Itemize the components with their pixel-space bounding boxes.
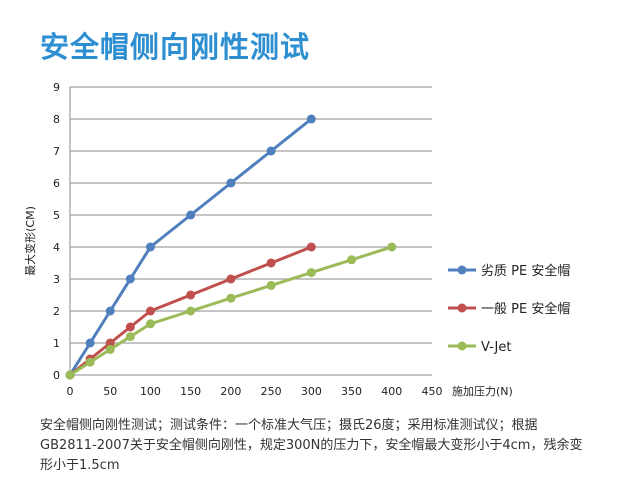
data-point: [65, 370, 75, 380]
legend-swatch-marker: [457, 341, 467, 351]
y-tick-label: 5: [53, 209, 60, 222]
legend-label: 劣质 PE 安全帽: [481, 263, 570, 279]
data-point: [306, 242, 316, 252]
x-tick-label: 300: [301, 385, 322, 398]
legend-label: 一般 PE 安全帽: [481, 301, 570, 317]
data-point: [226, 293, 236, 303]
rigidity-line-chart: 0 1 2 3 4 5 6 7 8 9 0 50 100 150 200 250 300 350 400 450 最…: [23, 81, 570, 398]
data-point: [85, 357, 95, 367]
y-tick-label: 7: [53, 145, 60, 158]
y-tick-label: 0: [53, 369, 60, 382]
y-axis-label: 最大变形(CM): [23, 206, 37, 276]
x-tick-label: 150: [180, 385, 201, 398]
data-point: [125, 274, 135, 284]
series-layer: [65, 114, 397, 380]
data-point: [226, 274, 236, 284]
axes: [69, 87, 432, 376]
test-note: 安全帽侧向刚性测试；测试条件：一个标准大气压；摄氏26度；采用标准测试仪；根据G…: [40, 418, 583, 473]
data-point: [186, 306, 196, 316]
chart-title: 安全帽侧向刚性测试: [40, 30, 311, 64]
data-point: [125, 322, 135, 332]
x-tick-label: 400: [381, 385, 402, 398]
data-point: [145, 242, 155, 252]
y-tick-label: 3: [53, 273, 60, 286]
x-tick-label: 0: [67, 385, 74, 398]
x-tick-label: 250: [261, 385, 282, 398]
data-point: [387, 242, 397, 252]
data-point: [145, 306, 155, 316]
data-point: [306, 268, 316, 278]
data-point: [186, 210, 196, 220]
data-point: [347, 255, 357, 265]
y-tick-label: 9: [53, 81, 60, 94]
data-point: [186, 290, 196, 300]
x-tick-label: 100: [140, 385, 161, 398]
x-tick-label: 200: [220, 385, 241, 398]
y-tick-label: 2: [53, 305, 60, 318]
data-point: [85, 338, 95, 348]
data-point: [266, 280, 276, 290]
x-tick-labels: 0 50 100 150 200 250 300 350 400 450: [67, 385, 443, 398]
data-point: [266, 146, 276, 156]
legend-swatch-marker: [457, 265, 467, 275]
data-point: [125, 332, 135, 342]
y-tick-label: 8: [53, 113, 60, 126]
data-point: [306, 114, 316, 124]
data-point: [105, 338, 115, 348]
legend-label: V-Jet: [481, 340, 511, 355]
y-tick-label: 4: [53, 241, 60, 254]
x-tick-label: 50: [103, 385, 117, 398]
x-tick-label: 350: [341, 385, 362, 398]
y-tick-label: 6: [53, 177, 60, 190]
x-tick-label: 450: [422, 385, 443, 398]
data-point: [266, 258, 276, 268]
data-point: [145, 319, 155, 329]
data-point: [226, 178, 236, 188]
x-axis-label: 施加压力(N): [452, 385, 513, 398]
y-tick-label: 1: [53, 337, 60, 350]
grid-lines: [70, 86, 432, 344]
data-point: [105, 344, 115, 354]
data-point: [105, 306, 115, 316]
legend-swatch-marker: [457, 303, 467, 313]
y-tick-labels: 0 1 2 3 4 5 6 7 8 9: [53, 81, 60, 382]
